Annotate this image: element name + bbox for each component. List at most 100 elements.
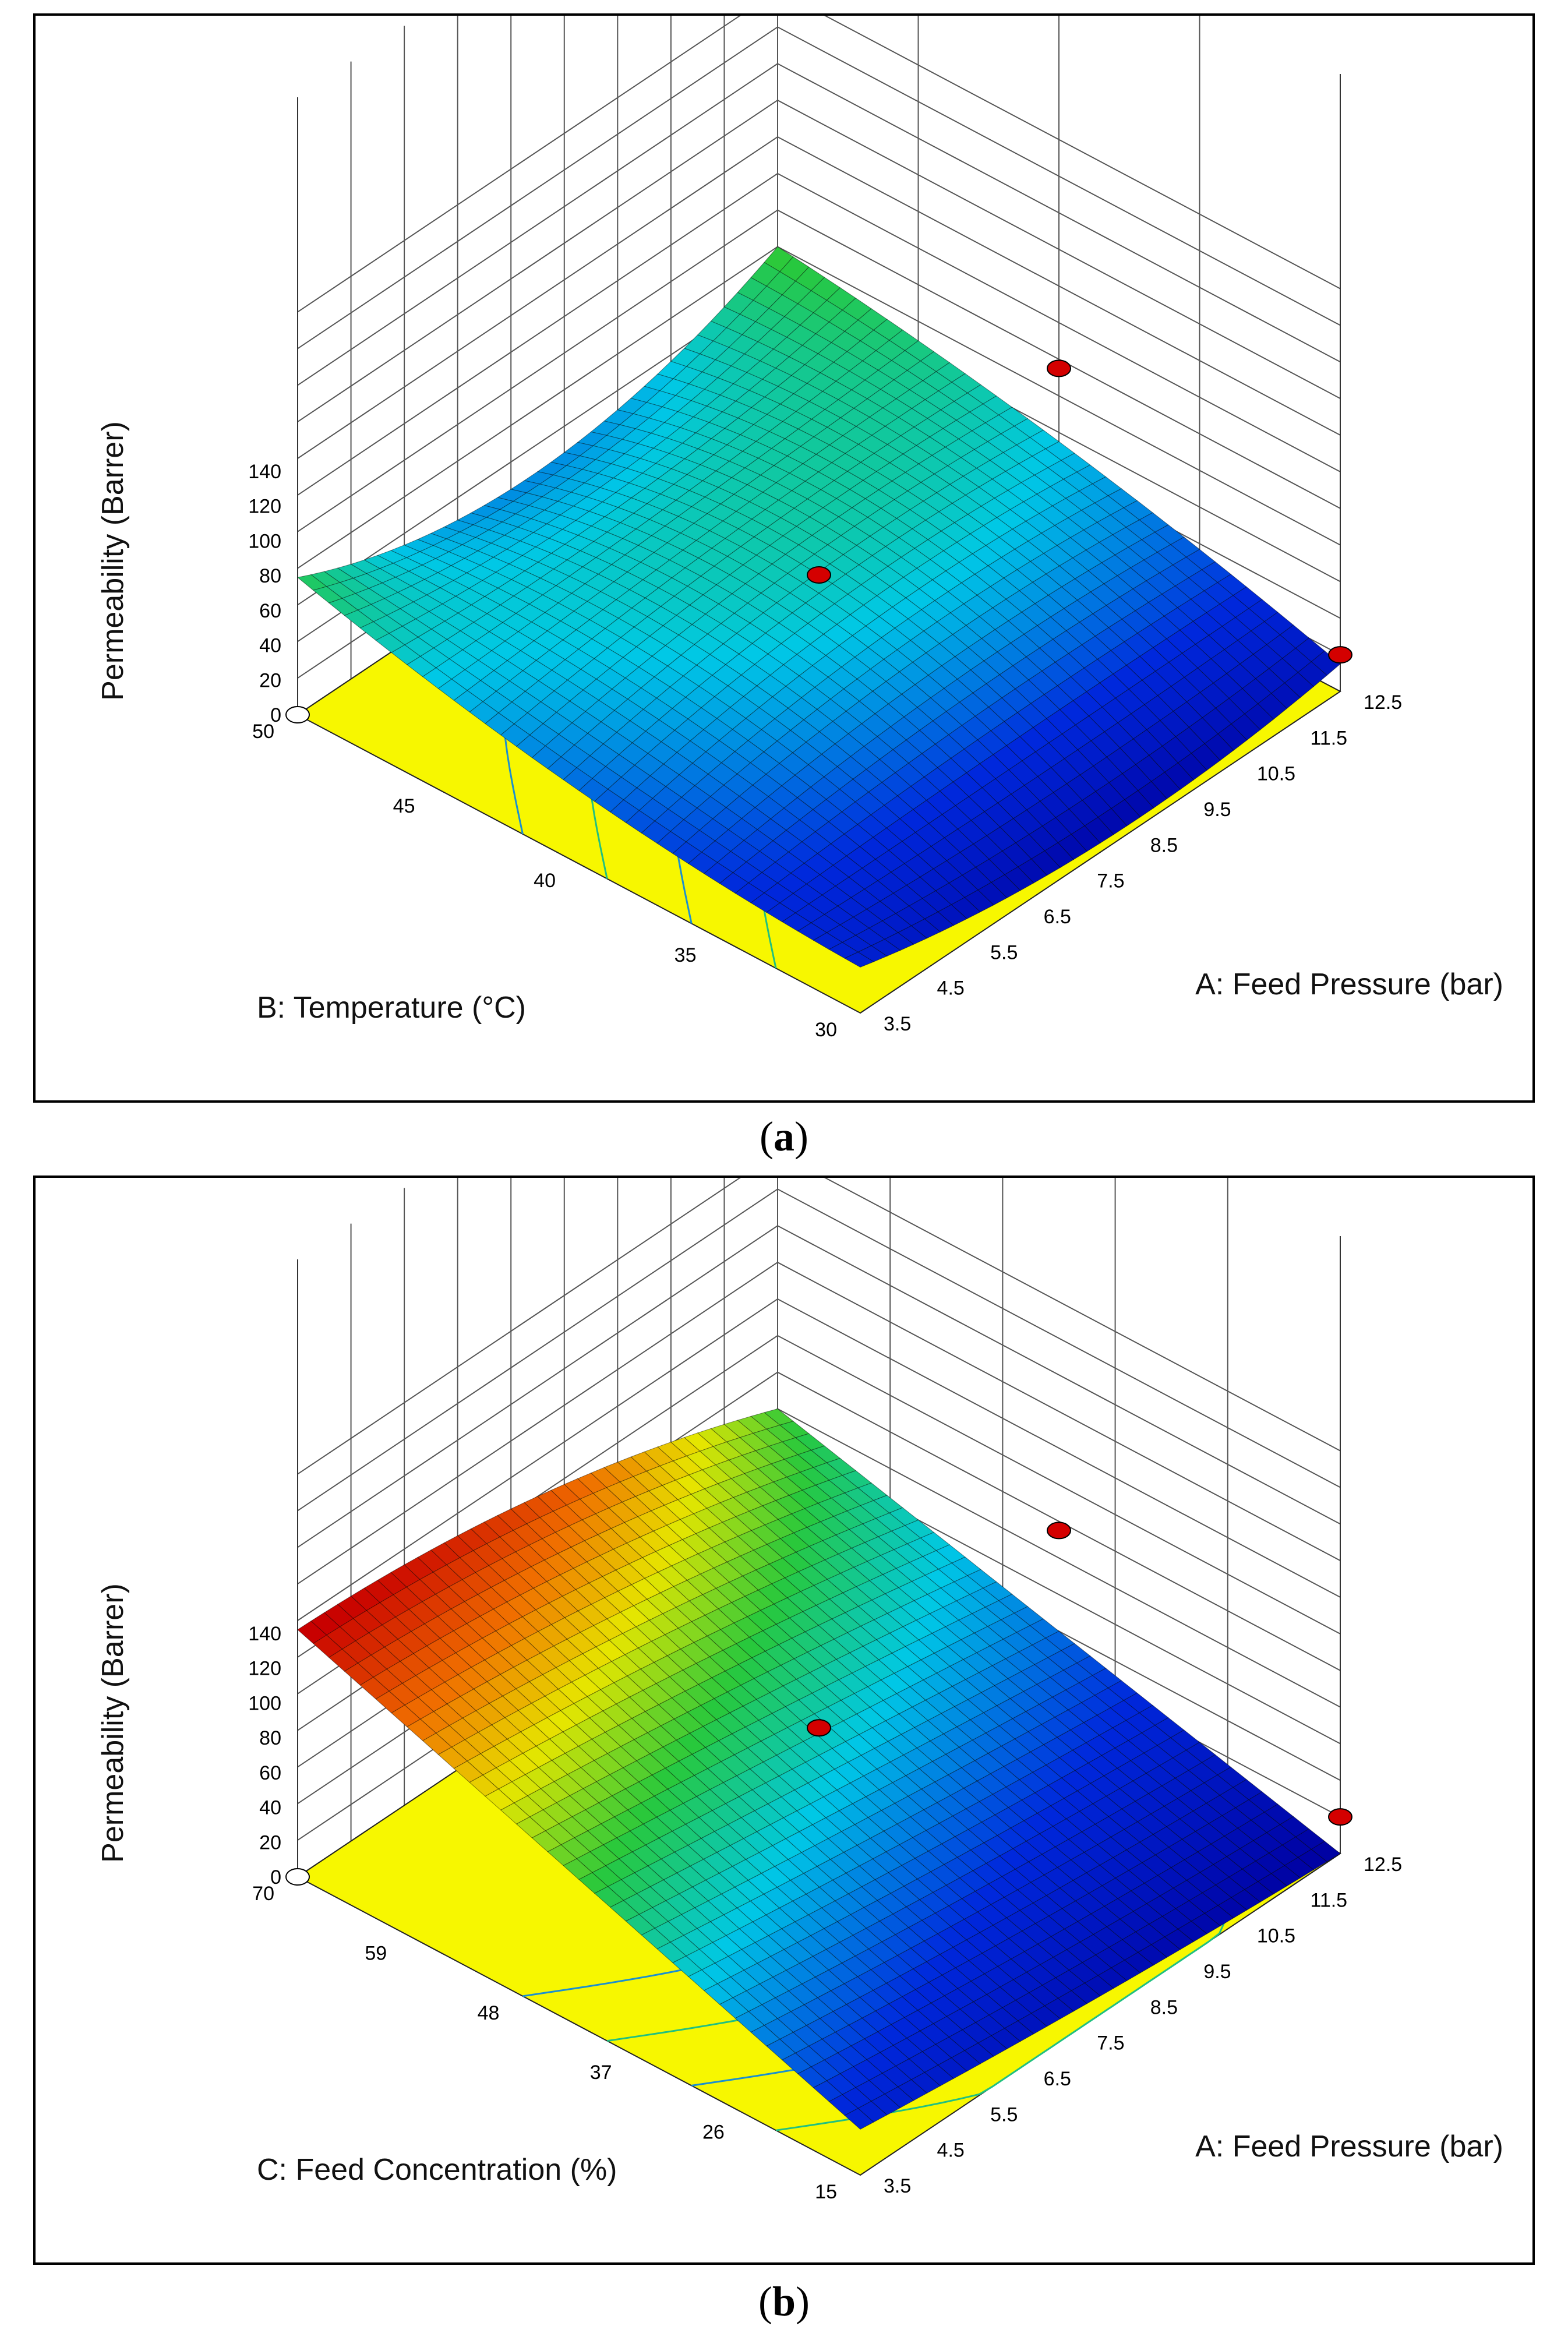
plot-b-surface-cell <box>946 2008 976 2031</box>
plot-b-surface-cell <box>375 1690 405 1714</box>
plot-a-y-tick-label: 40 <box>534 870 556 892</box>
plot-a-surface-cell <box>1124 790 1154 818</box>
plot-b-surface-cell <box>558 1816 588 1838</box>
plot-a-surface-cell <box>758 696 789 719</box>
plot-a-surface-cell <box>430 620 461 640</box>
plot-a-surface-cell <box>486 604 517 623</box>
plot-b-surface-cell <box>994 1807 1025 1828</box>
plot-b-surface-cell <box>404 1697 435 1720</box>
plot-a-surface-cell <box>578 778 609 802</box>
plot-b-surface-cell <box>838 1548 868 1568</box>
plot-a-surface-cell <box>877 871 907 894</box>
plot-b-surface-cell <box>983 1835 1013 1856</box>
plot-a-z-tick-label: 20 <box>259 669 281 691</box>
plot-a-y-tick-label: 30 <box>815 1019 837 1041</box>
plot-a-wall-grid-line <box>297 63 1341 386</box>
plot-b-surface-cell <box>560 1837 591 1859</box>
plot-a-surface-cell <box>638 655 669 677</box>
plot-b-surface-cell <box>968 1953 998 1975</box>
plot-b-z-tick-label: 80 <box>259 1727 281 1749</box>
plot-a-surface-cell <box>651 645 682 666</box>
plot-b-surface-cell <box>528 1538 559 1561</box>
plot-a-surface-cell <box>959 843 990 868</box>
plot-b-surface-cell <box>563 1858 593 1880</box>
plot-a-wall-grid-line <box>297 99 1341 422</box>
plot-b-x-tick-label: 3.5 <box>884 2175 911 2197</box>
plot-a-surface-cell <box>328 598 359 616</box>
plot-b-surface-cell <box>542 1667 573 1690</box>
plot-b-surface-cell <box>515 1816 546 1838</box>
plot-a-surface-cell <box>531 745 562 769</box>
plot-b-z-tick-label: 140 <box>248 1623 281 1645</box>
plot-b-surface-cell <box>899 1968 930 1990</box>
plot-a-surface-cell <box>1295 637 1325 662</box>
plot-a-surface-cell <box>961 715 991 740</box>
plot-a-surface-cell <box>530 510 561 524</box>
plot-b-surface-cell <box>415 1667 446 1690</box>
plot-b-surface-cell <box>411 1623 441 1647</box>
plot-a-surface-cell <box>587 721 617 744</box>
plot-a-surface-cell <box>763 740 793 764</box>
plot-b-surface-cell <box>373 1668 403 1692</box>
plot-b-surface-cell <box>926 1954 956 1976</box>
plot-b-surface-cell <box>928 1975 959 1996</box>
plot-b-wall-grid-line <box>297 1261 1341 1584</box>
plot-b-surface-cell <box>1002 2000 1032 2021</box>
plot-b-surface-cell <box>511 1638 541 1661</box>
plot-b-design-point <box>807 1719 831 1737</box>
plot-b-surface-cell <box>974 1883 1005 1905</box>
plot-b-surface-cell <box>837 2045 867 2067</box>
plot-b-surface-cell <box>911 1575 942 1595</box>
plot-a-surface-cell <box>993 745 1023 771</box>
plot-b-surface-cell <box>1004 2020 1034 2042</box>
plot-b-y-tick-label: 48 <box>478 2002 500 2024</box>
plot-b-surface-cell <box>941 1836 972 1858</box>
plot-b-surface-cell <box>537 1489 567 1512</box>
plot-a-surface-cell <box>765 763 796 786</box>
plot-a-surface-cell <box>560 610 591 630</box>
plot-a-surface-cell <box>834 733 865 757</box>
panel-label-b: (b) <box>758 2278 810 2325</box>
plot-a-z-tick-label: 100 <box>248 530 281 552</box>
plot-b-surface-cell <box>935 2036 966 2059</box>
plot-b-surface-cell <box>540 1781 571 1803</box>
plot-b-wall-grid-line <box>297 1188 1341 1512</box>
plot-b-surface-cell <box>559 1568 590 1590</box>
plot-b-surface-cell <box>932 1884 963 1907</box>
plot-b-design-point <box>285 1868 310 1886</box>
plot-a-z-tick-label: 40 <box>259 635 281 657</box>
plot-a-surface-cell <box>1004 712 1034 737</box>
plot-b-surface-cell <box>877 1530 908 1550</box>
plot-a-surface-cell <box>836 756 867 780</box>
plot-a-surface-cell <box>844 951 874 968</box>
plot-b-surface-cell <box>933 2015 963 2038</box>
plot-a-surface-cell <box>897 925 928 945</box>
plot-b-surface-cell <box>934 1905 965 1927</box>
plot-b-surface-cell <box>605 1858 635 1880</box>
plot-a-surface-cell <box>416 533 447 546</box>
plot-b-surface-cell <box>515 1681 546 1704</box>
plot-a-surface-cell <box>568 566 599 584</box>
plot-a-surface-cell <box>393 557 423 572</box>
plot-b-surface-cell <box>991 2028 1021 2050</box>
plot-a-wall-grid-line <box>297 172 1341 496</box>
plot-b-surface-cell <box>708 1522 739 1542</box>
plot-b-surface-cell <box>448 1717 479 1741</box>
plot-b-surface-cell <box>695 1527 726 1548</box>
plot-a-surface-cell <box>1057 676 1087 701</box>
plot-a-surface-cell <box>903 855 934 878</box>
plot-a-surface-cell <box>551 659 582 681</box>
plot-b-surface-cell <box>587 1689 617 1711</box>
plot-b-design-point <box>1047 1522 1071 1540</box>
plot-a-x-tick-label: 8.5 <box>1150 834 1178 856</box>
plot-b-surface-cell <box>813 1579 844 1600</box>
plot-a-surface-cell <box>703 862 734 884</box>
plot-b-surface-cell <box>557 1547 588 1569</box>
plot-b-surface-cell <box>939 1947 970 1968</box>
plot-b-surface-cell <box>733 1492 763 1512</box>
plot-a-surface-cell <box>977 730 1007 756</box>
plot-b-surface-cell <box>522 1745 553 1768</box>
plot-a-surface-cell <box>1177 753 1207 781</box>
plot-a-surface-cell <box>531 612 561 631</box>
plot-a-surface-cell <box>532 523 563 539</box>
